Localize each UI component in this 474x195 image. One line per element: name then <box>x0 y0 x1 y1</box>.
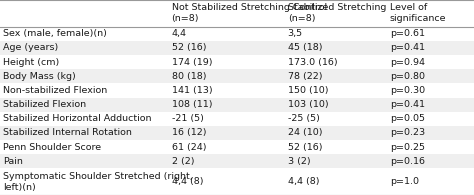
Bar <box>0 0 168 27</box>
Bar <box>284 55 386 69</box>
Bar <box>386 0 474 27</box>
Text: 61 (24): 61 (24) <box>172 143 206 152</box>
Bar <box>168 55 284 69</box>
Bar <box>0 55 168 69</box>
Bar <box>0 154 168 168</box>
Bar <box>168 126 284 140</box>
Bar <box>0 83 168 98</box>
Bar <box>168 168 284 195</box>
Bar <box>0 126 168 140</box>
Text: p=0.80: p=0.80 <box>390 72 425 81</box>
Bar <box>284 41 386 55</box>
Text: 174 (19): 174 (19) <box>172 58 212 66</box>
Bar <box>386 98 474 112</box>
Bar <box>284 112 386 126</box>
Bar <box>168 112 284 126</box>
Text: Non-stabilized Flexion: Non-stabilized Flexion <box>3 86 108 95</box>
Bar <box>386 27 474 41</box>
Text: 103 (10): 103 (10) <box>288 100 328 109</box>
Bar <box>0 69 168 83</box>
Text: p=0.05: p=0.05 <box>390 114 425 123</box>
Text: p=0.16: p=0.16 <box>390 157 425 166</box>
Bar <box>168 27 284 41</box>
Text: 3,5: 3,5 <box>288 29 303 38</box>
Text: 173.0 (16): 173.0 (16) <box>288 58 337 66</box>
Text: 52 (16): 52 (16) <box>288 143 322 152</box>
Bar <box>168 41 284 55</box>
Text: 52 (16): 52 (16) <box>172 43 206 52</box>
Text: 78 (22): 78 (22) <box>288 72 322 81</box>
Bar <box>284 168 386 195</box>
Text: Penn Shoulder Score: Penn Shoulder Score <box>3 143 101 152</box>
Bar <box>284 83 386 98</box>
Bar <box>386 126 474 140</box>
Text: p=0.41: p=0.41 <box>390 100 425 109</box>
Bar <box>0 98 168 112</box>
Text: 108 (11): 108 (11) <box>172 100 212 109</box>
Text: Level of
significance: Level of significance <box>390 3 446 23</box>
Bar <box>284 154 386 168</box>
Bar <box>386 55 474 69</box>
Bar <box>284 0 386 27</box>
Text: 3 (2): 3 (2) <box>288 157 310 166</box>
Bar <box>284 69 386 83</box>
Bar <box>0 140 168 154</box>
Bar <box>0 168 168 195</box>
Text: p=0.25: p=0.25 <box>390 143 425 152</box>
Text: 24 (10): 24 (10) <box>288 129 322 137</box>
Bar <box>0 112 168 126</box>
Bar <box>284 126 386 140</box>
Text: 16 (12): 16 (12) <box>172 129 206 137</box>
Bar <box>168 140 284 154</box>
Text: 4,4: 4,4 <box>172 29 187 38</box>
Text: Not Stabilized Stretching Control
(n=8): Not Stabilized Stretching Control (n=8) <box>172 3 327 23</box>
Text: 2 (2): 2 (2) <box>172 157 194 166</box>
Text: Sex (male, female)(n): Sex (male, female)(n) <box>3 29 107 38</box>
Bar <box>168 154 284 168</box>
Text: Body Mass (kg): Body Mass (kg) <box>3 72 76 81</box>
Text: p=1.0: p=1.0 <box>390 177 419 186</box>
Text: p=0.94: p=0.94 <box>390 58 425 66</box>
Text: Height (cm): Height (cm) <box>3 58 60 66</box>
Text: Stabilized Internal Rotation: Stabilized Internal Rotation <box>3 129 132 137</box>
Text: p=0.41: p=0.41 <box>390 43 425 52</box>
Text: -25 (5): -25 (5) <box>288 114 319 123</box>
Bar <box>284 27 386 41</box>
Text: 4,4 (8): 4,4 (8) <box>172 177 203 186</box>
Bar <box>0 27 168 41</box>
Text: Age (years): Age (years) <box>3 43 59 52</box>
Bar <box>386 69 474 83</box>
Bar <box>386 168 474 195</box>
Text: 4,4 (8): 4,4 (8) <box>288 177 319 186</box>
Text: p=0.30: p=0.30 <box>390 86 425 95</box>
Bar <box>386 41 474 55</box>
Text: Pain: Pain <box>3 157 23 166</box>
Text: Stabilized Stretching
(n=8): Stabilized Stretching (n=8) <box>288 3 386 23</box>
Text: Stabilized Flexion: Stabilized Flexion <box>3 100 86 109</box>
Bar <box>168 83 284 98</box>
Text: 80 (18): 80 (18) <box>172 72 206 81</box>
Bar <box>284 98 386 112</box>
Text: -21 (5): -21 (5) <box>172 114 203 123</box>
Bar <box>284 140 386 154</box>
Bar <box>386 112 474 126</box>
Text: 150 (10): 150 (10) <box>288 86 328 95</box>
Text: 141 (13): 141 (13) <box>172 86 212 95</box>
Text: p=0.23: p=0.23 <box>390 129 425 137</box>
Bar <box>168 0 284 27</box>
Text: 45 (18): 45 (18) <box>288 43 322 52</box>
Text: p=0.61: p=0.61 <box>390 29 425 38</box>
Bar <box>0 41 168 55</box>
Text: Stabilized Horizontal Adduction: Stabilized Horizontal Adduction <box>3 114 152 123</box>
Bar <box>168 69 284 83</box>
Bar <box>386 83 474 98</box>
Bar <box>386 154 474 168</box>
Bar <box>168 98 284 112</box>
Text: Symptomatic Shoulder Stretched (right,
left)(n): Symptomatic Shoulder Stretched (right, l… <box>3 172 193 192</box>
Bar <box>386 140 474 154</box>
